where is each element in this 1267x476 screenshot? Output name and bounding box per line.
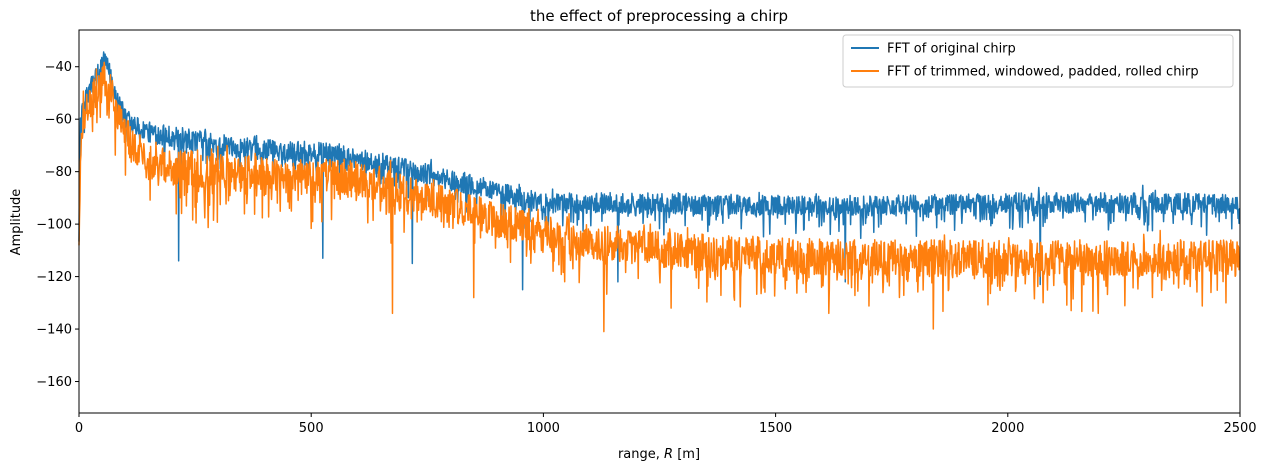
y-axis-label: Amplitude [9, 189, 24, 256]
y-tick-label: −100 [36, 218, 72, 233]
x-tick-label: 2500 [1223, 421, 1256, 436]
legend-label: FFT of original chirp [887, 42, 1016, 57]
y-tick-label: −160 [36, 375, 72, 390]
series-line-2 [78, 61, 1241, 333]
y-tick-label: −60 [45, 113, 72, 128]
x-axis-label: range, R [m] [618, 447, 700, 462]
y-axis: −160 −140 −120 −100 −80 −60 −40 [36, 60, 79, 390]
x-tick-label: 1500 [759, 421, 792, 436]
y-tick-label: −40 [45, 60, 72, 75]
y-tick-label: −80 [45, 165, 72, 180]
plot-frame [78, 29, 1241, 414]
chart-title: the effect of preprocessing a chirp [530, 7, 788, 25]
legend-box [842, 34, 1234, 88]
legend-label: FFT of trimmed, windowed, padded, rolled… [887, 65, 1199, 80]
x-axis: 0 500 1000 1500 2000 2500 [75, 413, 1257, 436]
x-tick-label: 0 [75, 421, 83, 436]
y-tick-label: −140 [36, 323, 72, 338]
y-tick-label: −120 [36, 270, 72, 285]
series-layer [78, 51, 1241, 333]
x-axis-label-prefix: range, [618, 447, 664, 462]
x-tick-label: 500 [299, 421, 324, 436]
series-line-1 [78, 51, 1241, 291]
x-axis-label-var: R [664, 447, 673, 462]
x-tick-label: 2000 [991, 421, 1024, 436]
x-tick-label: 1000 [527, 421, 560, 436]
legend: FFT of original chirp FFT of trimmed, win… [842, 34, 1234, 88]
x-axis-label-suffix: [m] [673, 447, 700, 462]
